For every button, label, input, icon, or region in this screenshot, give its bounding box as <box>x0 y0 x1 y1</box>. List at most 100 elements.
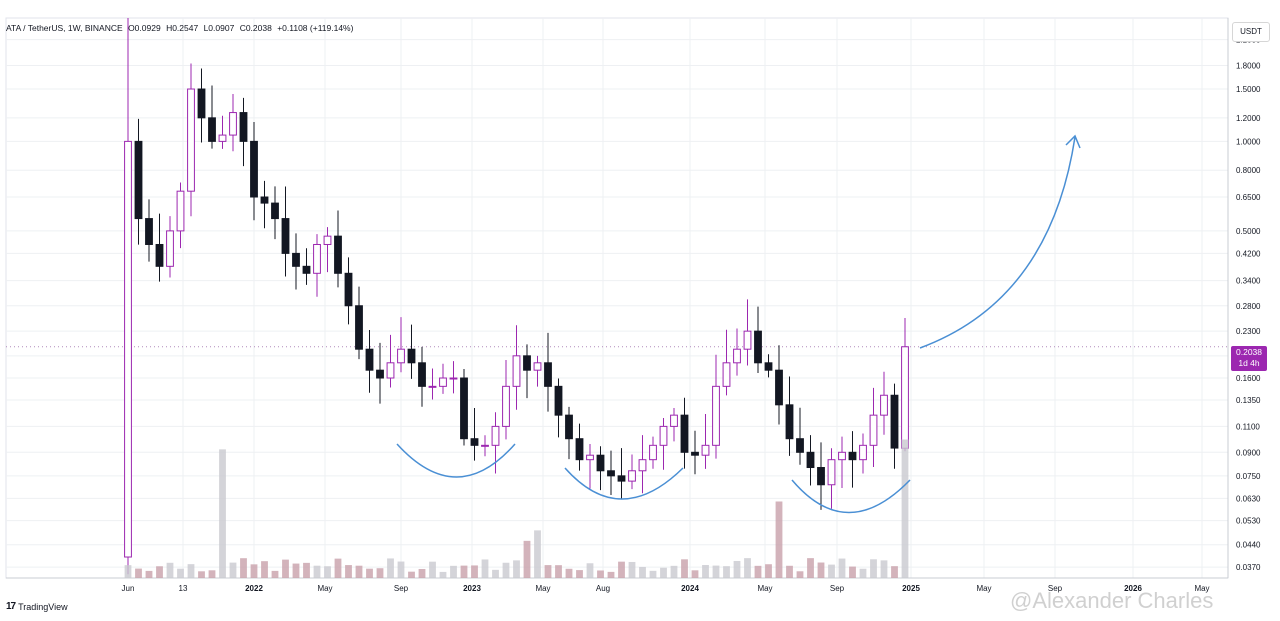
volume-bar <box>628 561 636 578</box>
price-tick-label: 0.0900 <box>1236 448 1261 457</box>
volume-bar <box>219 449 226 578</box>
candle-down <box>197 88 206 119</box>
volume-bar <box>355 565 363 578</box>
volume-bar <box>187 564 195 578</box>
candle-down <box>334 235 342 274</box>
volume-bar <box>775 501 783 578</box>
volume-bar <box>460 565 468 578</box>
candle-down <box>271 202 279 220</box>
change-value: +0.1108 (+119.14%) <box>277 23 354 33</box>
time-tick-label: Sep <box>830 584 845 593</box>
tradingview-brand[interactable]: 17 TradingView <box>6 601 68 612</box>
volume-bar <box>565 568 573 578</box>
candle-down <box>355 305 363 350</box>
price-tick-label: 0.3400 <box>1236 277 1261 286</box>
candle-up <box>901 346 909 449</box>
candle-up <box>701 444 710 456</box>
bar-countdown: 1d 4h <box>1238 358 1260 368</box>
volume-bar <box>303 562 310 578</box>
candle-down <box>796 438 804 453</box>
last-price-tag: 0.2038 1d 4h <box>1231 346 1267 371</box>
price-tick-label: 0.0440 <box>1236 541 1261 550</box>
volume-bar <box>660 567 667 578</box>
brand-name: TradingView <box>18 601 68 612</box>
time-tick-label: 2026 <box>1124 584 1142 593</box>
candle-up <box>176 190 185 232</box>
candle-down <box>544 362 552 387</box>
price-tick-label: 1.8000 <box>1236 61 1261 70</box>
plot-frame <box>5 17 1229 579</box>
candle-down <box>376 369 384 379</box>
volume-bar <box>208 570 216 578</box>
candle-up <box>166 230 174 267</box>
candle-up <box>733 348 741 364</box>
candle-down <box>775 369 783 406</box>
volume-bar <box>481 559 489 578</box>
candle-down <box>523 355 531 371</box>
candle-down <box>565 414 573 440</box>
volume-bar <box>439 571 447 578</box>
price-tick-label: 0.0370 <box>1236 563 1261 572</box>
price-tick-label: 0.2800 <box>1236 302 1261 311</box>
volume-bar <box>649 570 657 578</box>
annotation-arrow-line <box>919 136 1076 349</box>
volume-bar <box>408 571 415 578</box>
candle-up <box>859 444 867 461</box>
time-tick-label: 13 <box>179 584 188 593</box>
candle-down <box>281 218 290 254</box>
volume-bar <box>271 570 279 578</box>
currency-selector[interactable]: USDT <box>1232 22 1270 42</box>
volume-bar <box>891 566 898 578</box>
time-tick-label: Sep <box>1048 584 1063 593</box>
price-tick-label: 0.1100 <box>1236 422 1260 431</box>
candle-up <box>743 330 752 350</box>
candle-down <box>208 117 216 142</box>
time-tick-label: 2023 <box>463 584 481 593</box>
volume-bar <box>177 568 184 578</box>
candle-up <box>502 385 510 427</box>
candle-down <box>890 394 899 449</box>
volume-bar <box>618 561 625 578</box>
price-tick-label: 0.0750 <box>1236 472 1261 481</box>
volume-bar <box>324 566 331 578</box>
candle-down <box>239 112 248 142</box>
volume-bar <box>681 559 688 578</box>
volume-bar <box>282 559 289 578</box>
time-tick-label: 2025 <box>902 584 920 593</box>
candle-up <box>449 377 458 380</box>
candle-up <box>313 243 321 274</box>
volume-bar <box>744 558 751 578</box>
volume-bar <box>712 565 720 578</box>
candle-down <box>155 243 164 267</box>
candle-up <box>869 414 878 446</box>
candle-down <box>250 140 258 198</box>
price-tick-label: 0.5000 <box>1236 227 1261 236</box>
time-tick-label: May <box>317 584 332 593</box>
candle-down <box>292 252 300 267</box>
candle-up <box>218 134 227 142</box>
candle-up <box>386 362 395 379</box>
candle-down <box>260 196 269 204</box>
annotation-arc-2 <box>564 467 684 500</box>
candle-down <box>575 438 584 461</box>
candle-up <box>481 444 489 447</box>
candle-down <box>691 451 699 456</box>
volume-bar <box>733 560 741 578</box>
candle-up <box>628 470 636 482</box>
volume-bar <box>250 564 258 578</box>
volume-bar <box>639 566 646 578</box>
volume-bar <box>849 566 856 578</box>
price-tick-label: 0.1350 <box>1236 396 1261 405</box>
price-tick-label: 0.1600 <box>1236 374 1261 383</box>
volume-bar <box>754 565 762 578</box>
volume-bar <box>334 558 342 578</box>
candle-down <box>680 414 689 453</box>
volume-bar <box>828 564 835 578</box>
volume-bar <box>576 570 583 578</box>
close-value: C0.2038 <box>239 23 272 33</box>
low-value: L0.0907 <box>203 23 235 33</box>
volume-bar <box>387 558 394 578</box>
volume-bar <box>870 559 877 578</box>
